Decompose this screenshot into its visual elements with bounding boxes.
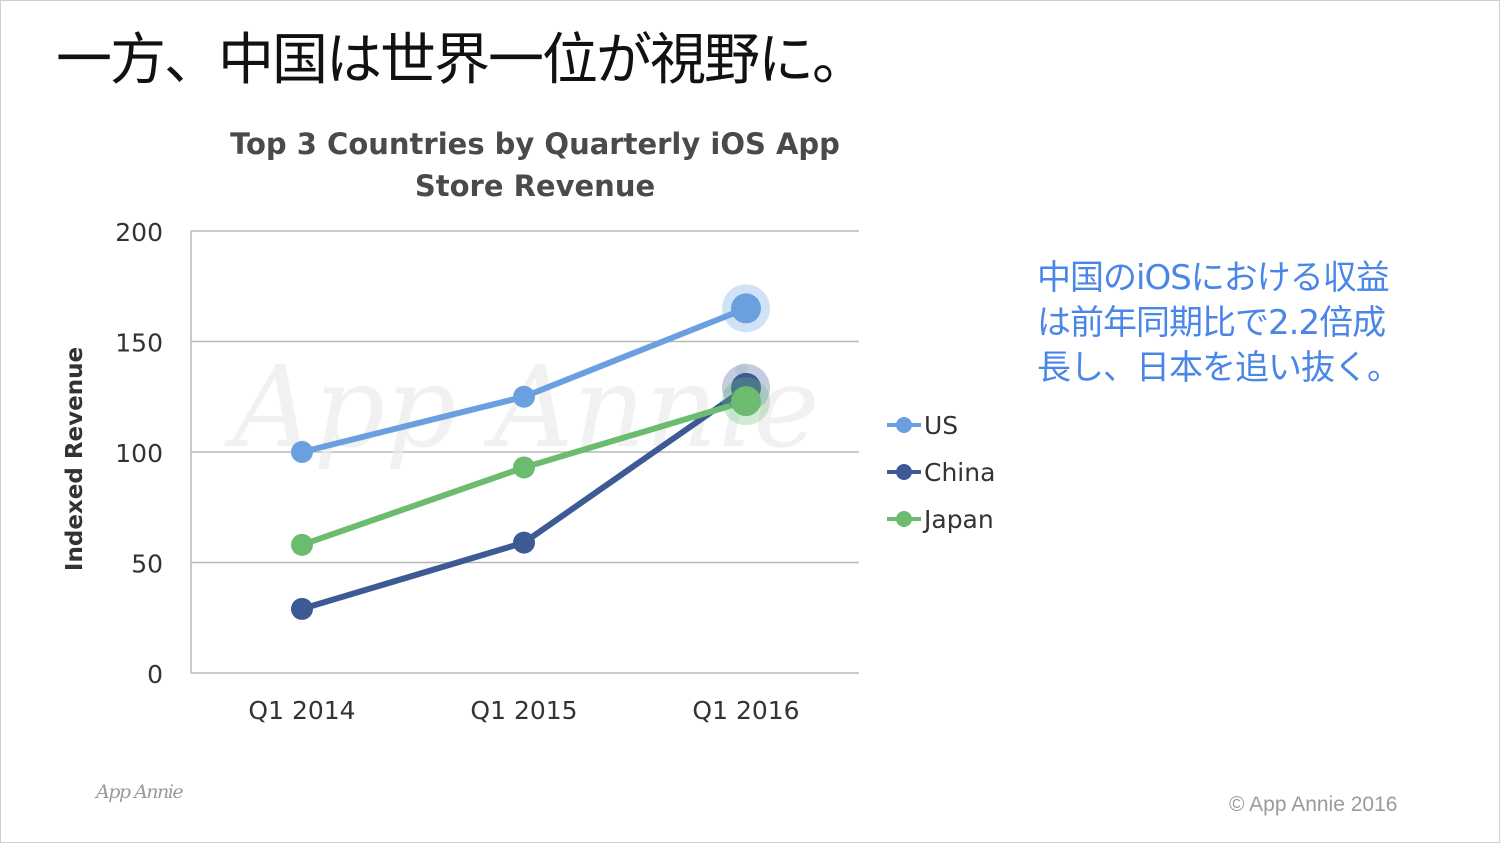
- y-axis-label: Indexed Revenue: [62, 347, 88, 571]
- legend-label-us: US: [924, 411, 958, 440]
- callout-line: は前年同期比で2.2倍成: [1037, 303, 1386, 343]
- axes: [190, 231, 859, 674]
- x-tick-label: Q1 2016: [692, 696, 799, 725]
- data-point-china: [513, 531, 535, 554]
- data-point-us: [291, 441, 313, 463]
- chart-title: Top 3 Countries by Quarterly iOS App Sto…: [230, 127, 840, 203]
- legend-marker-japan: [896, 511, 912, 527]
- legend-label-japan: Japan: [922, 505, 994, 534]
- x-tick-label: Q1 2014: [248, 696, 355, 725]
- x-tick-labels: Q1 2014 Q1 2015 Q1 2016: [248, 696, 799, 725]
- callout-line: 中国のiOSにおける収益: [1037, 258, 1390, 298]
- series-points: [291, 284, 770, 620]
- data-point-us: [513, 385, 535, 408]
- copyright: © App Annie 2016: [1229, 793, 1398, 816]
- data-point-japan: [513, 456, 535, 479]
- y-tick-label: 150: [115, 329, 163, 358]
- data-point-us: [731, 293, 761, 324]
- data-point-china: [291, 597, 313, 620]
- y-tick-label: 100: [115, 439, 163, 468]
- y-tick-label: 200: [115, 218, 163, 247]
- slide-title: 一方、中国は世界一位が視野に。: [56, 28, 868, 93]
- x-tick-label: Q1 2015: [470, 696, 577, 725]
- legend-marker-us: [896, 417, 912, 433]
- y-tick-labels: 0 50 100 150 200: [115, 218, 163, 689]
- data-point-japan: [731, 386, 761, 417]
- y-tick-label: 50: [131, 550, 163, 579]
- data-point-japan: [291, 533, 313, 556]
- legend: US China Japan: [887, 411, 995, 534]
- legend-marker-china: [896, 464, 912, 480]
- app-annie-logo: App Annie: [96, 781, 184, 803]
- callout-text: 中国のiOSにおける収益 は前年同期比で2.2倍成 長し、日本を追い抜く。: [1037, 256, 1487, 391]
- y-tick-label: 0: [147, 660, 163, 689]
- callout-line: 長し、日本を追い抜く。: [1037, 348, 1401, 388]
- legend-label-china: China: [924, 458, 995, 487]
